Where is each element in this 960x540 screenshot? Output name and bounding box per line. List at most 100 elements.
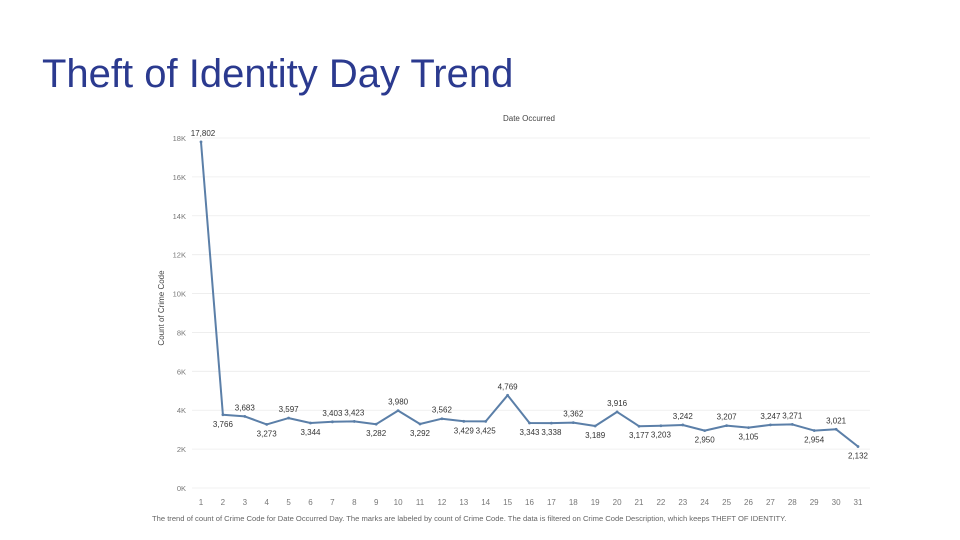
slide-title: Theft of Identity Day Trend [42, 52, 514, 96]
x-tick-label: 29 [810, 498, 819, 507]
data-point [593, 424, 597, 428]
y-tick-label: 6K [177, 367, 186, 376]
data-point [834, 427, 838, 431]
y-tick-label: 14K [173, 212, 186, 221]
data-point [440, 417, 444, 421]
data-point [462, 419, 466, 423]
x-tick-label: 30 [832, 498, 841, 507]
x-tick-label: 15 [503, 498, 512, 507]
data-label: 3,343 [519, 428, 540, 437]
x-tick-label: 20 [613, 498, 622, 507]
y-tick-label: 2K [177, 445, 186, 454]
data-point [221, 413, 225, 417]
x-tick-label: 25 [722, 498, 731, 507]
x-tick-label: 23 [678, 498, 687, 507]
x-tick-label: 26 [744, 498, 753, 507]
data-point [856, 445, 860, 448]
x-tick-label: 6 [308, 498, 313, 507]
x-tick-label: 24 [700, 498, 709, 507]
data-label: 3,597 [279, 405, 300, 414]
data-label: 3,766 [213, 420, 234, 429]
data-label: 3,362 [563, 410, 584, 419]
data-label: 3,177 [629, 431, 650, 440]
x-tick-label: 1 [199, 498, 204, 507]
y-tick-label: 0K [177, 484, 186, 493]
data-point [812, 429, 816, 432]
series-line [200, 141, 859, 448]
data-label: 3,425 [476, 426, 497, 435]
x-tick-label: 10 [394, 498, 403, 507]
data-point [725, 424, 728, 428]
data-point [571, 421, 575, 425]
data-label: 3,403 [322, 409, 343, 418]
x-tick-label: 27 [766, 498, 775, 507]
y-tick-label: 8K [177, 328, 186, 337]
x-tick-label: 12 [437, 498, 446, 507]
data-point [769, 423, 772, 427]
data-point [418, 422, 422, 426]
x-tick-label: 8 [352, 498, 357, 507]
data-point [637, 424, 641, 428]
data-label: 3,683 [235, 403, 256, 412]
data-label: 4,769 [498, 382, 519, 391]
y-tick-label: 16K [173, 173, 186, 182]
data-point [265, 422, 269, 426]
data-point [790, 422, 794, 426]
x-tick-label: 11 [416, 498, 425, 507]
data-label: 3,423 [344, 408, 365, 417]
data-point [374, 422, 378, 426]
data-point [309, 421, 312, 425]
data-label: 3,980 [388, 398, 409, 407]
data-point [396, 409, 400, 413]
data-label: 3,242 [673, 412, 694, 421]
x-tick-label: 14 [481, 498, 490, 507]
y-tick-label: 18K [173, 134, 186, 143]
x-tick-label: 31 [854, 498, 863, 507]
y-tick-label: 10K [173, 290, 186, 299]
data-label: 2,950 [695, 436, 716, 445]
x-tick-label: 18 [569, 498, 578, 507]
data-point [659, 424, 663, 428]
data-label: 17,802 [191, 129, 216, 138]
x-tick-label: 3 [243, 498, 248, 507]
data-label: 3,344 [300, 428, 321, 437]
y-tick-label: 12K [173, 251, 186, 260]
data-label: 3,105 [738, 433, 759, 442]
data-label: 3,021 [826, 416, 847, 425]
x-tick-label: 19 [591, 498, 600, 507]
data-label: 3,916 [607, 399, 628, 408]
x-tick-label: 28 [788, 498, 797, 507]
data-label: 3,282 [366, 429, 387, 438]
data-point [199, 140, 203, 144]
data-label: 3,292 [410, 429, 431, 438]
data-point [703, 429, 707, 433]
x-tick-label: 9 [374, 498, 379, 507]
x-tick-label: 5 [286, 498, 291, 507]
data-point [352, 420, 356, 423]
chart-title: Date Occurred [503, 114, 555, 123]
data-label: 3,189 [585, 431, 606, 440]
data-label: 3,429 [454, 426, 475, 435]
data-label: 3,273 [257, 429, 278, 438]
data-point [615, 410, 619, 414]
data-label: 3,338 [541, 428, 562, 437]
data-label: 3,562 [432, 406, 453, 415]
data-point [550, 421, 553, 425]
data-point [747, 426, 750, 430]
x-tick-label: 21 [635, 498, 644, 507]
x-tick-label: 17 [547, 498, 556, 507]
data-label: 3,207 [717, 413, 738, 422]
data-point [331, 420, 334, 424]
x-tick-label: 13 [459, 498, 468, 507]
data-label: 2,132 [848, 452, 869, 461]
data-point [681, 423, 685, 427]
data-label: 2,954 [804, 436, 825, 445]
data-label: 3,247 [760, 412, 781, 421]
data-point [287, 416, 290, 420]
data-label: 3,203 [651, 431, 672, 440]
x-tick-label: 7 [330, 498, 335, 507]
y-tick-label: 4K [177, 406, 186, 415]
data-point [528, 421, 531, 425]
data-point [506, 393, 509, 397]
